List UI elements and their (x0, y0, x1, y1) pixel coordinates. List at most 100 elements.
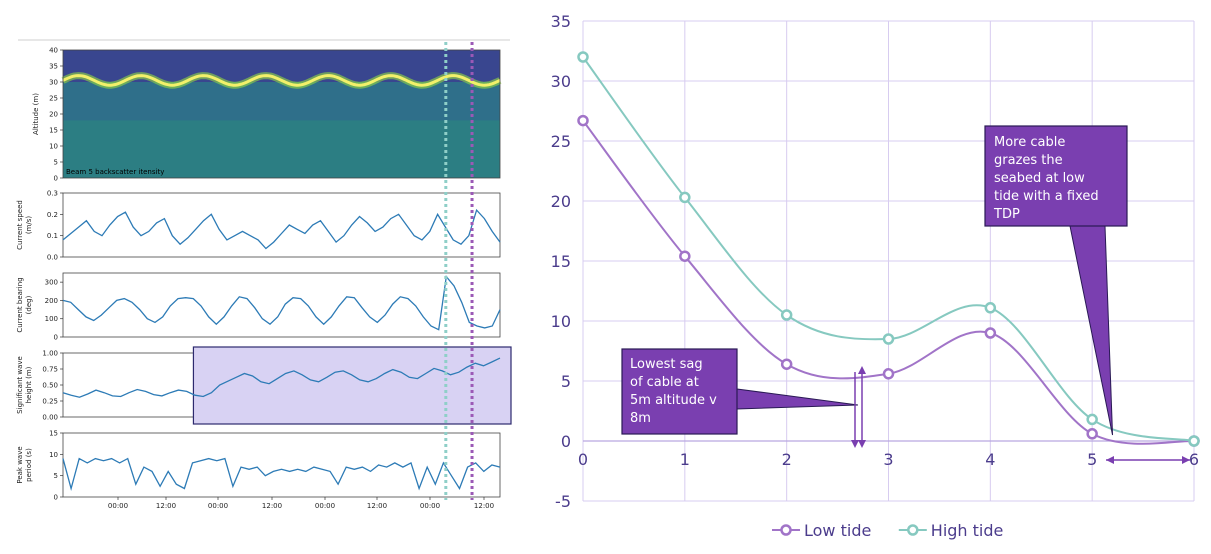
data-point (984, 327, 997, 339)
y-tick-label: 30 (49, 79, 58, 87)
callout-text: grazes the (994, 153, 1063, 168)
x-tick-label: 12:00 (474, 502, 494, 510)
callout-box (984, 125, 1128, 227)
x-tick-label: 12:00 (262, 502, 282, 510)
timeseries-line (62, 208, 501, 250)
callout-text: tide with a fixed (994, 189, 1099, 204)
y-axis-label: Altitude (m) (32, 93, 40, 135)
data-point (882, 368, 895, 380)
x-tick-label: 12:00 (156, 502, 176, 510)
x-tick-label: 00:00 (315, 502, 335, 510)
timeseries-line (62, 275, 501, 331)
data-point (984, 302, 997, 314)
heatmap-band (62, 74, 501, 87)
cable-profile-chart: -5 0 5 10 15 20 25 30 35 0 1 2 3 4 5 6 Lowest sag of cabl… (520, 0, 1211, 550)
callout-text: seabed at low (994, 171, 1085, 186)
y-tick-label: 15 (551, 252, 571, 271)
y-tick-label: 15 (49, 127, 58, 135)
x-tick-label: 0 (578, 450, 588, 469)
legend-swatch-marker (780, 524, 792, 536)
data-point (577, 51, 589, 63)
x-tick-label: 2 (782, 450, 792, 469)
callout-pointer (736, 388, 859, 410)
arrowhead (1182, 456, 1190, 464)
y-tick-label: 300 (45, 279, 58, 287)
y-tick-label: -5 (555, 492, 571, 511)
arrowhead (858, 440, 866, 448)
y-tick-label: 20 (551, 192, 571, 211)
legend-label: High tide (931, 521, 1004, 540)
callout-pointer (1069, 225, 1114, 436)
timeseries-panel-3: 0.00 0.25 0.50 0.75 1.00 Significant wave heig… (16, 346, 512, 425)
y-axis-label: (deg) (25, 295, 33, 314)
data-point (1086, 413, 1098, 426)
cable-profile-svg: -5 0 5 10 15 20 25 30 35 0 1 2 3 4 5 6 Lowest sag of cabl… (551, 12, 1200, 540)
timeseries-panel-4: 0 5 10 15 Peak wave period (s) (16, 430, 501, 502)
y-tick-label: 0 (561, 432, 571, 451)
data-point (679, 250, 691, 262)
heatmap-caption: Beam 5 backscatter itensity (66, 168, 164, 176)
y-tick-label: 25 (49, 95, 58, 103)
y-tick-label: 40 (49, 47, 58, 55)
legend-swatch-marker (907, 524, 919, 536)
callout-text: More cable (994, 135, 1065, 150)
y-axis-label: Current speed (16, 200, 24, 250)
timeseries-panels-svg: Beam 5 backscatter itensity 0 5 10 15 20 25 30 3… (16, 39, 512, 510)
panel-frame (62, 272, 501, 338)
y-tick-label: 35 (49, 63, 58, 71)
arrowhead (858, 366, 866, 374)
heatmap-lower-band (63, 120, 500, 178)
y-tick-label: 0 (54, 494, 58, 502)
y-tick-label: 10 (49, 451, 58, 459)
timeseries-panel-2: 0 100 200 300 Current bearing (deg) (16, 272, 501, 342)
y-tick-label: 0.75 (42, 366, 58, 374)
y-axis-label: Peak wave (16, 446, 24, 483)
x-tick-label: 5 (1087, 450, 1097, 469)
y-tick-label: 5 (54, 159, 58, 167)
series-high-tide (577, 51, 1200, 447)
callout-text: 8m (630, 411, 651, 426)
x-tick-label: 00:00 (420, 502, 440, 510)
y-tick-label: 25 (551, 132, 571, 151)
y-tick-label: 20 (49, 111, 58, 119)
callout-text: TDP (993, 207, 1020, 222)
timeseries-line (62, 357, 501, 398)
y-axis-label: height (m) (25, 366, 33, 403)
timeseries-panel-1: 0.0 0.1 0.2 0.3 Current speed (m/s) (16, 190, 501, 262)
data-point (577, 114, 589, 127)
x-tick-label: 6 (1189, 450, 1199, 469)
y-tick-label: 0.0 (47, 254, 58, 262)
x-tick-label: 00:00 (208, 502, 228, 510)
data-point (882, 333, 895, 345)
x-tick-label: 12:00 (367, 502, 387, 510)
y-tick-label: 0.25 (42, 398, 58, 406)
y-tick-label: 15 (49, 430, 58, 438)
measurement-arrows (851, 366, 1190, 464)
data-point (780, 309, 793, 321)
y-tick-label: 0.00 (42, 414, 58, 422)
callout-text: 5m altitude v (630, 393, 717, 408)
timeseries-panel-0: Beam 5 backscatter itensity 0 5 10 15 20 25 30 3… (32, 47, 502, 183)
sensor-timeseries-figure: Beam 5 backscatter itensity 0 5 10 15 20 25 30 3… (0, 0, 520, 550)
y-tick-label: 0 (54, 175, 58, 183)
y-tick-label: 200 (45, 297, 58, 305)
y-axis-label: period (s) (25, 448, 33, 482)
y-tick-label: 5 (561, 372, 571, 391)
data-point (780, 358, 793, 370)
wave-height-highlight-box (192, 346, 512, 425)
panel-frame (62, 432, 501, 498)
y-tick-label: 0.3 (47, 190, 58, 198)
timeseries-line (62, 457, 501, 491)
y-tick-label: 0.1 (47, 232, 58, 240)
x-tick-label: 00:00 (108, 502, 128, 510)
data-point (1086, 428, 1098, 440)
legend-label: Low tide (804, 521, 871, 540)
y-tick-label: 0.50 (42, 382, 58, 390)
x-tick-label: 4 (985, 450, 995, 469)
y-axis-label: Significant wave (16, 356, 24, 414)
y-axis-label: (m/s) (25, 216, 33, 235)
arrowhead (851, 440, 859, 448)
y-tick-label: 1.00 (42, 350, 58, 358)
y-tick-label: 100 (45, 315, 58, 323)
y-tick-label: 5 (54, 472, 58, 480)
